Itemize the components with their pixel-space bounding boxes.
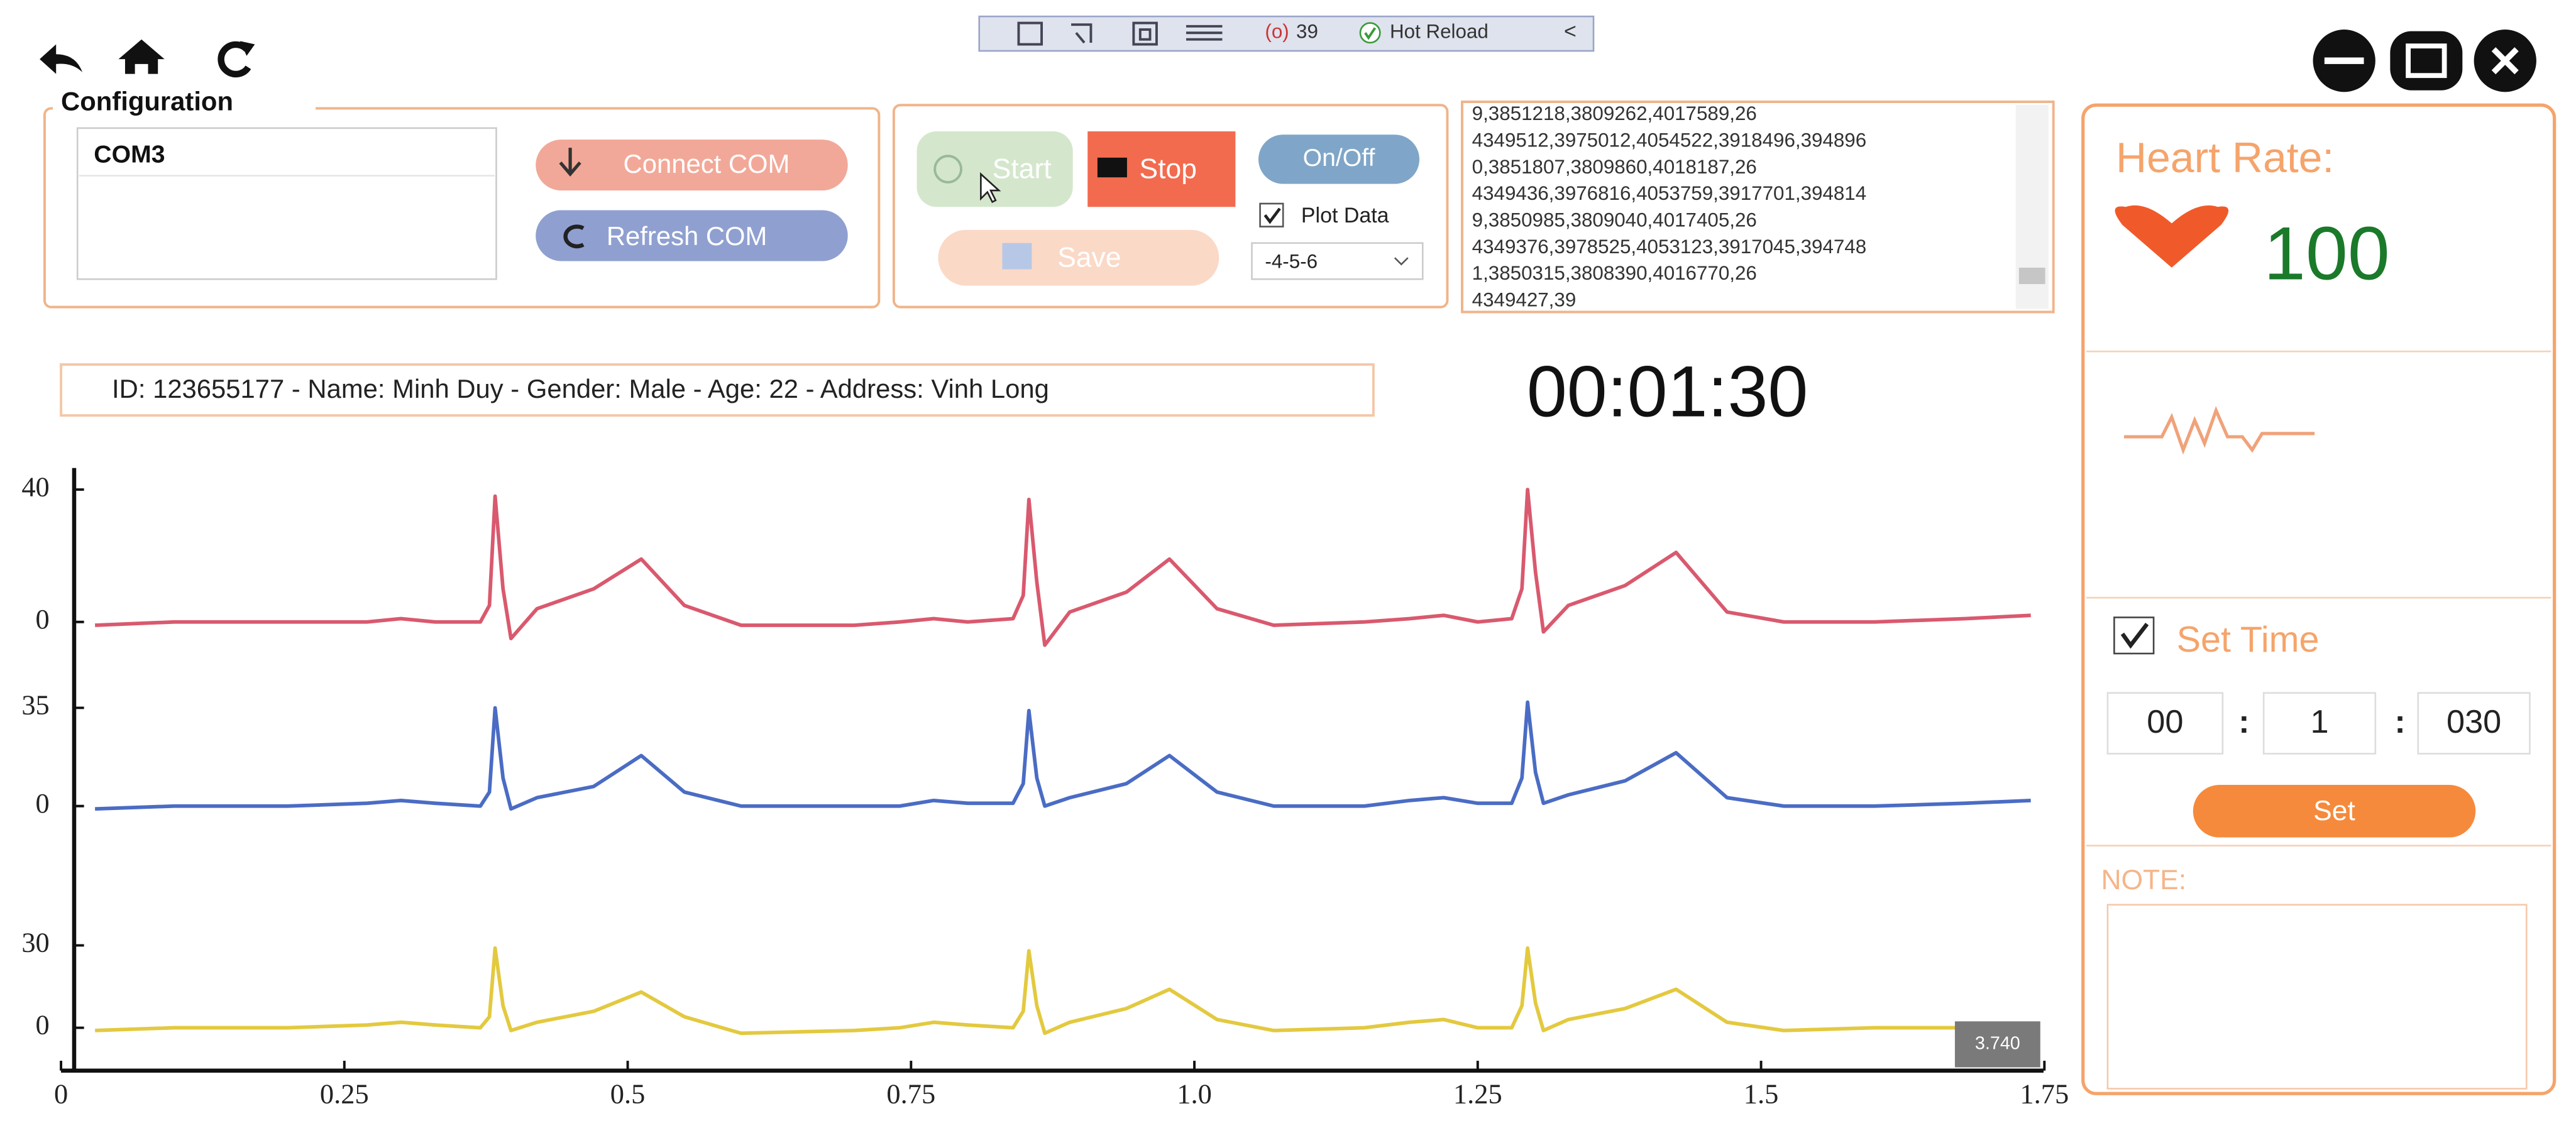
hot-reload-check xyxy=(1364,27,1377,40)
y-tick-label: 0 xyxy=(36,787,50,819)
connect-button[interactable] xyxy=(536,140,848,191)
hot-reload-icon xyxy=(1359,22,1381,44)
log-line: 0,3851807,3809860,4018187,26 xyxy=(1472,156,1757,178)
hot-reload-label[interactable]: Hot Reload xyxy=(1390,21,1489,43)
heart-rate-value: 100 xyxy=(2264,212,2390,296)
refresh-label: Refresh COM xyxy=(607,221,767,251)
debug-toolbar xyxy=(978,15,1595,52)
ecg-chart: 0 40 0 35 0 30 0 0.25 0.5 0.75 1.0 1.25 1.5 1.75 3.740 xyxy=(21,468,2069,1110)
refresh-button[interactable] xyxy=(536,210,848,261)
log-scroll-thumb[interactable] xyxy=(2018,267,2045,285)
time-separator: : xyxy=(2394,704,2405,740)
start-button[interactable] xyxy=(916,131,1073,207)
x-tick-label: 0.5 xyxy=(610,1078,646,1110)
set-time-label: Set Time xyxy=(2177,620,2320,660)
minutes-value: 1 xyxy=(2310,704,2328,740)
set-time-checkbox[interactable] xyxy=(2113,616,2155,655)
heart-rate-label: Heart Rate: xyxy=(2116,134,2334,182)
x-tick-label: 1.25 xyxy=(1453,1078,1502,1110)
plot-data-check xyxy=(1263,207,1281,224)
time-separator: : xyxy=(2238,704,2249,740)
note-input[interactable] xyxy=(2106,904,2528,1090)
note-label: NOTE: xyxy=(2101,865,2186,895)
combo-chevron xyxy=(1394,257,1409,266)
port-item[interactable]: COM3 xyxy=(94,141,165,168)
set-time-check xyxy=(2120,622,2149,649)
minimize-glyph xyxy=(2324,57,2364,64)
save-icon xyxy=(1002,243,1032,270)
hours-input[interactable] xyxy=(2106,692,2224,755)
toolbar-count: 39 xyxy=(1296,21,1318,43)
group-title-bg xyxy=(52,89,316,115)
x-tick-label: 0.25 xyxy=(320,1078,369,1110)
timer: 00:01:30 xyxy=(1527,352,1808,432)
x-tick-label: 0.75 xyxy=(886,1078,935,1110)
log-line: 4349512,3975012,4054522,3918496,394896 xyxy=(1472,129,1867,151)
configuration-title: Configuration xyxy=(61,87,233,116)
set-button[interactable] xyxy=(2193,785,2476,838)
toolbar-icons xyxy=(1017,21,1223,46)
log-line: 9,3850985,3809040,4017405,26 xyxy=(1472,209,1757,231)
serial-log xyxy=(1461,101,2055,314)
on-off-button[interactable] xyxy=(1258,134,1420,184)
x-tick-label: 1.5 xyxy=(1744,1078,1779,1110)
on-off-label: On/Off xyxy=(1303,145,1375,172)
y-tick-label: 40 xyxy=(21,471,49,502)
log-lines: 9,3851218,3809262,4017589,26 4349512,3975… xyxy=(1472,102,1867,310)
cursor-readout-box xyxy=(1954,1021,2040,1068)
toolbar-live-icon: (o) xyxy=(1265,21,1289,43)
x-tick-label: 1.75 xyxy=(2020,1078,2069,1110)
seconds-value: 030 xyxy=(2447,704,2501,740)
plot-data-label: Plot Data xyxy=(1301,204,1389,227)
pulse-icon xyxy=(2124,406,2315,455)
x-tick-label: 1.0 xyxy=(1177,1078,1212,1110)
maximize-glyph xyxy=(2406,43,2447,79)
back-button[interactable] xyxy=(40,44,83,74)
y-tick-label: 0 xyxy=(36,603,50,635)
patient-info-box xyxy=(60,363,1375,417)
hours-value: 00 xyxy=(2147,704,2183,740)
controls-group xyxy=(892,104,1449,309)
configuration-group xyxy=(43,107,881,309)
log-line: 4349376,3978525,4053123,3917045,394748 xyxy=(1472,236,1867,258)
home-button[interactable] xyxy=(118,39,165,74)
connect-icon xyxy=(559,148,581,177)
ecg-trace xyxy=(95,488,2031,647)
close-glyph xyxy=(2491,47,2519,75)
y-tick-label: 0 xyxy=(36,1009,50,1041)
log-line: 1,3850315,3808390,4016770,26 xyxy=(1472,262,1757,284)
maximize-button[interactable] xyxy=(2390,31,2463,90)
connect-label: Connect COM xyxy=(624,149,790,178)
y-tick-label: 30 xyxy=(21,927,49,958)
patient-info: ID: 123655177 - Name: Minh Duy - Gender:… xyxy=(112,374,1049,403)
plot-data-checkbox[interactable] xyxy=(1259,202,1284,227)
log-line: 9,3851218,3809262,4017589,26 xyxy=(1472,102,1757,124)
stop-icon xyxy=(1097,157,1127,178)
log-line: 4349436,3976816,4053759,3917701,394814 xyxy=(1472,182,1867,204)
mode-combo[interactable] xyxy=(1251,242,1424,280)
save-label: Save xyxy=(1057,243,1121,273)
stop-label: Stop xyxy=(1140,153,1197,184)
log-line: 4349427,39 xyxy=(1472,289,1577,311)
cursor-readout: 3.740 xyxy=(1975,1033,2020,1053)
heart-icon xyxy=(2115,205,2229,268)
start-label: Start xyxy=(993,153,1052,184)
x-tick-label: 0 xyxy=(54,1078,68,1110)
set-label: Set xyxy=(2313,796,2355,826)
y-tick-label: 35 xyxy=(21,689,49,721)
cursor xyxy=(980,172,1001,204)
ecg-trace xyxy=(95,700,2031,811)
reload-button[interactable] xyxy=(217,41,255,78)
toolbar-collapse[interactable]: < xyxy=(1564,19,1577,43)
ecg-trace xyxy=(95,946,2031,1036)
mode-value: -4-5-6 xyxy=(1265,250,1318,272)
refresh-icon xyxy=(563,224,585,249)
start-icon xyxy=(933,155,962,184)
port-list[interactable] xyxy=(76,127,497,280)
minutes-input[interactable] xyxy=(2262,692,2377,755)
seconds-input[interactable] xyxy=(2417,692,2531,755)
